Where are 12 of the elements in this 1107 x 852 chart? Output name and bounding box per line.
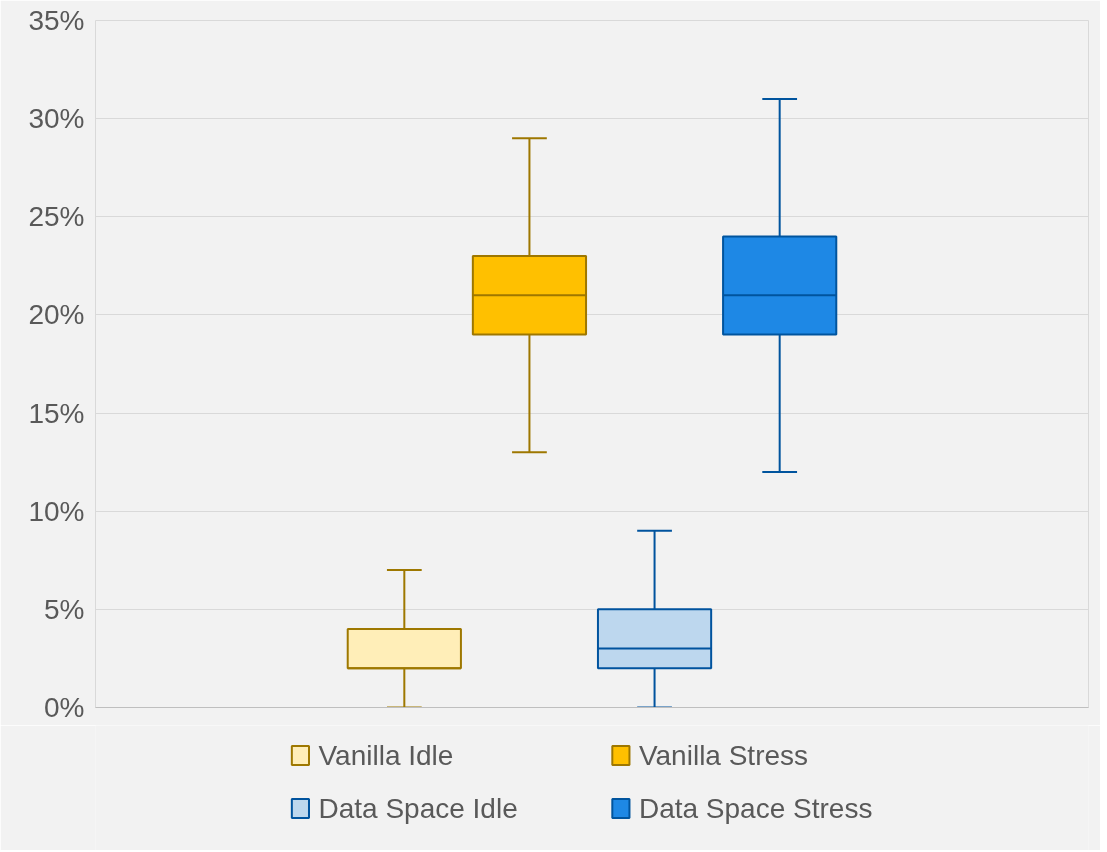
y-tick-label: 25% (28, 201, 85, 233)
y-tick-label: 35% (28, 5, 85, 36)
legend-label: Vanilla Idle (318, 740, 454, 771)
y-tick-label: 20% (28, 299, 85, 331)
legend-label: Vanilla Stress (638, 740, 809, 771)
legend-label: Data Space Stress (638, 793, 873, 824)
y-tick-label: 0% (44, 692, 85, 723)
y-tick-label: 5% (44, 593, 85, 625)
y-tick-label: 10% (28, 495, 85, 527)
y-tick-label: 15% (28, 397, 85, 429)
y-tick-label: 30% (28, 103, 85, 135)
legend-label: Data Space Idle (318, 793, 518, 824)
